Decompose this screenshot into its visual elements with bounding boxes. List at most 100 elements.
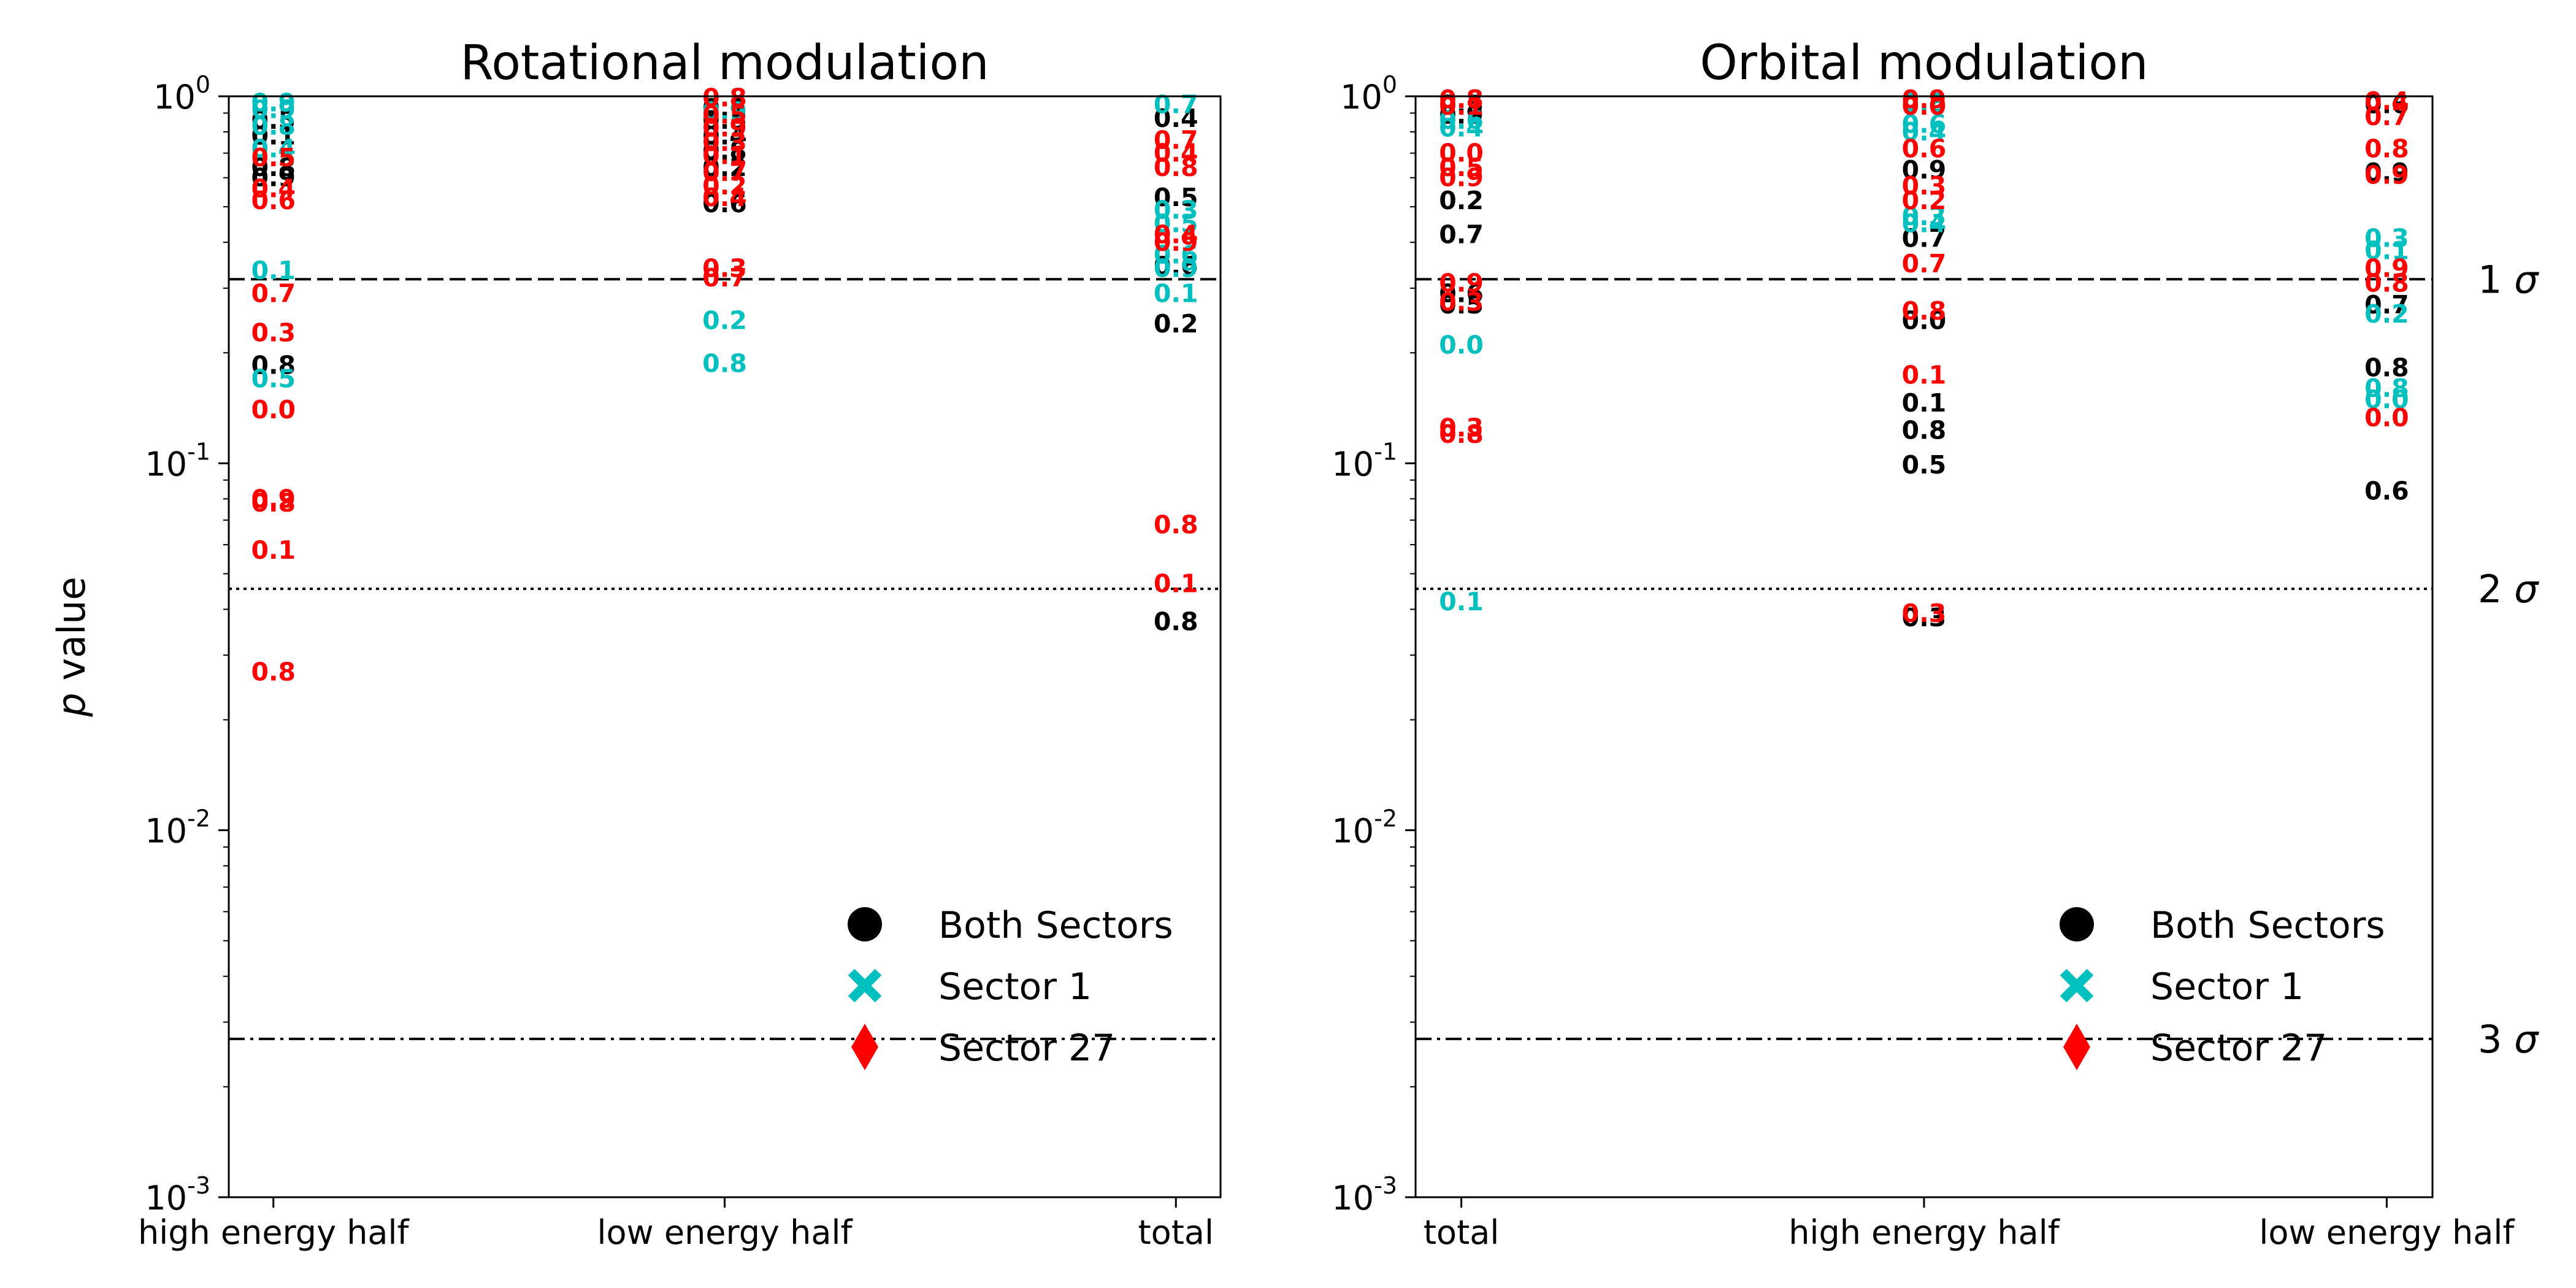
point-label-sector-1-7: 0.2 [702, 305, 747, 335]
point-label-sector-1-0: 0.9 [251, 88, 296, 118]
orbital-modulation-panel: 0.50.90.20.70.60.50.90.70.00.10.80.50.30… [1332, 36, 2515, 1252]
point-label-sector-27-21: 0.4 [1154, 139, 1198, 168]
point-label-sector-27-15: 0.8 [1902, 296, 1947, 326]
point-label-sector-27-19: 0.7 [2364, 102, 2409, 131]
point-label-sector-27-15: 0.7 [702, 158, 747, 187]
point-label-both-sectors-12: 0.5 [1154, 183, 1198, 212]
point-label-both-sectors-13: 0.6 [1154, 251, 1198, 281]
sigma-label-2: 2 σ [2478, 567, 2539, 611]
point-label-sector-27-13: 0.3 [702, 128, 747, 157]
point-label-both-sectors-2: 0.2 [1439, 186, 1484, 215]
y-tick-label: 10-3 [145, 1172, 210, 1217]
point-label-sector-1-12: 0.8 [2364, 374, 2409, 403]
point-label-sector-27-18: 0.3 [702, 253, 747, 283]
point-label-sector-27-7: 0.3 [1439, 413, 1484, 442]
point-label-sector-1-1: 0.9 [251, 95, 296, 125]
y-tick-label: 10-1 [145, 438, 210, 483]
point-label-sector-27-14: 0.7 [1902, 249, 1947, 278]
point-label-sector-27-0: 0.8 [1439, 85, 1484, 114]
point-label-sector-1-4: 0.1 [251, 256, 296, 285]
chart-title: Orbital modulation [1700, 36, 2148, 91]
point-label-sector-1-13: 0.0 [2364, 385, 2409, 415]
point-label-sector-27-20: 0.7 [1154, 125, 1198, 155]
point-label-both-sectors-10: 0.6 [702, 189, 747, 218]
point-label-sector-1-5: 0.5 [251, 364, 296, 393]
point-label-sector-27-9: 0.8 [251, 657, 296, 687]
point-label-both-sectors-17: 0.6 [2364, 477, 2409, 506]
point-label-sector-27-2: 0.6 [251, 186, 296, 215]
point-label-sector-1-9: 0.7 [1154, 90, 1198, 119]
point-label-sector-27-13: 0.2 [1902, 186, 1947, 215]
legend-label-both-sectors: Both Sectors [938, 904, 1173, 947]
point-label-sector-27-4: 0.3 [251, 318, 296, 347]
point-label-sector-27-4: 0.9 [1439, 163, 1484, 193]
y-tick-label: 100 [1340, 71, 1397, 117]
legend-marker-both-sectors [848, 907, 882, 941]
point-label-sector-1-6: 0.9 [702, 97, 747, 126]
point-label-both-sectors-6: 0.9 [1902, 155, 1947, 185]
y-tick-label: 100 [153, 71, 210, 117]
point-label-sector-1-11: 0.2 [2364, 299, 2409, 329]
point-label-sector-1-13: 0.9 [1154, 253, 1198, 283]
point-label-sector-1-5: 0.6 [1902, 109, 1947, 139]
point-label-sector-27-7: 0.8 [251, 488, 296, 518]
point-label-both-sectors-15: 0.8 [1154, 607, 1198, 637]
point-label-both-sectors-14: 0.9 [2364, 158, 2409, 187]
point-label-sector-27-17: 0.4 [702, 183, 747, 212]
point-label-sector-27-6: 0.3 [1439, 287, 1484, 316]
point-label-sector-27-3: 0.7 [251, 279, 296, 309]
point-label-both-sectors-11: 0.4 [1154, 104, 1198, 133]
legend-label-sector-1: Sector 1 [938, 965, 1092, 1008]
sigma-label-1: 1 σ [2478, 257, 2539, 302]
point-label-sector-27-12: 0.9 [702, 113, 747, 143]
point-label-both-sectors-4: 0.6 [1439, 279, 1484, 309]
sigma-labels: 1 σ 2 σ 3 σ [2478, 257, 2539, 1062]
point-label-sector-1-9: 0.3 [2364, 224, 2409, 253]
point-label-sector-1-2: 0.8 [251, 111, 296, 140]
legend-marker-sector-1 [2060, 968, 2094, 1003]
point-label-sector-27-14: 0.1 [702, 140, 747, 170]
chart-title: Rotational modulation [461, 36, 989, 91]
point-label-sector-27-20: 0.8 [2364, 134, 2409, 163]
point-label-sector-1-10: 0.1 [2364, 236, 2409, 265]
point-label-both-sectors-4: 0.8 [251, 350, 296, 380]
point-label-both-sectors-14: 0.2 [1154, 309, 1198, 339]
point-label-sector-27-3: 0.5 [1439, 153, 1484, 182]
point-label-sector-27-16: 0.2 [702, 171, 747, 201]
y-tick-label: 10-3 [1332, 1172, 1397, 1217]
x-tick-label-low-energy-half: low energy half [2259, 1213, 2515, 1252]
legend-label-both-sectors: Both Sectors [2150, 904, 2385, 947]
point-label-both-sectors-16: 0.8 [2364, 353, 2409, 383]
point-label-sector-1-7: 0.3 [1902, 202, 1947, 231]
point-label-sector-1-12: 0.6 [1154, 240, 1198, 269]
point-label-both-sectors-1: 0.1 [251, 121, 296, 151]
point-label-both-sectors-8: 0.8 [702, 136, 747, 166]
point-label-sector-27-0: 0.5 [251, 143, 296, 172]
point-label-sector-27-6: 0.9 [251, 484, 296, 513]
x-tick-label-low-energy-half: low energy half [597, 1213, 853, 1252]
point-label-both-sectors-6: 0.5 [702, 105, 747, 135]
point-label-sector-27-22: 0.8 [1154, 153, 1198, 182]
point-label-both-sectors-8: 0.0 [1902, 305, 1947, 335]
point-label-both-sectors-9: 0.1 [1902, 388, 1947, 418]
legend-marker-sector-27 [851, 1024, 878, 1070]
point-label-both-sectors-5: 0.1 [702, 93, 747, 123]
point-label-sector-27-9: 0.9 [1902, 85, 1947, 114]
y-tick-label: 10-2 [1332, 805, 1397, 851]
point-label-both-sectors-7: 0.7 [1902, 224, 1947, 253]
point-label-sector-1-10: 0.3 [1154, 195, 1198, 224]
point-label-both-sectors-0: 0.5 [251, 105, 296, 135]
legend-label-sector-27: Sector 27 [2150, 1027, 2327, 1070]
point-label-both-sectors-5: 0.5 [1439, 290, 1484, 320]
point-label-both-sectors-1: 0.9 [1439, 100, 1484, 129]
point-label-sector-27-17: 0.3 [1902, 599, 1947, 628]
y-tick-label: 10-2 [145, 805, 210, 851]
x-tick-label-total: total [1424, 1213, 1499, 1252]
point-label-sector-27-11: 0.6 [1902, 134, 1947, 163]
point-label-sector-1-8: 0.8 [702, 349, 747, 378]
point-label-both-sectors-7: 0.4 [702, 121, 747, 151]
point-label-sector-1-0: 0.6 [1439, 105, 1484, 135]
point-label-both-sectors-9: 0.2 [702, 153, 747, 182]
point-label-sector-1-11: 0.5 [1154, 209, 1198, 238]
